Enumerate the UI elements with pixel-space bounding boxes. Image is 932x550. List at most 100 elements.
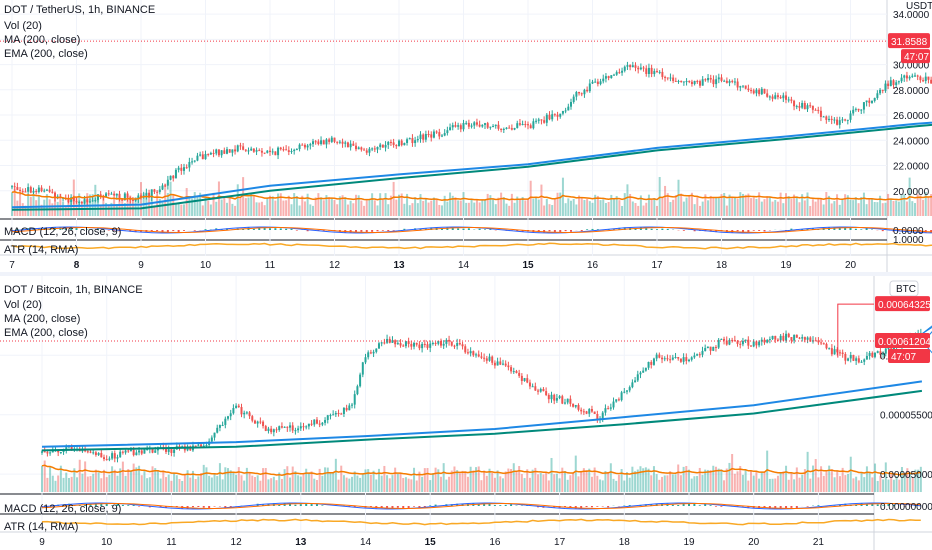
candle-body bbox=[736, 81, 739, 88]
candle-body bbox=[693, 355, 696, 358]
macd-histogram-bar bbox=[451, 227, 454, 230]
macd-histogram-bar bbox=[763, 230, 766, 232]
candle-body bbox=[758, 341, 761, 346]
volume-bar bbox=[205, 467, 208, 492]
candle-body bbox=[418, 344, 421, 349]
candle-body bbox=[352, 143, 355, 146]
macd-histogram-bar bbox=[380, 506, 383, 508]
volume-bar bbox=[906, 468, 909, 492]
candle-body bbox=[820, 342, 823, 344]
candle-body bbox=[561, 111, 564, 114]
candle-body bbox=[197, 444, 200, 446]
currency-button[interactable]: BTC bbox=[889, 280, 919, 297]
volume-bar bbox=[48, 199, 51, 216]
volume-bar bbox=[105, 477, 108, 492]
candle-body bbox=[46, 452, 49, 454]
candle-body bbox=[731, 339, 734, 341]
macd-histogram-bar bbox=[16, 228, 19, 230]
candle-body bbox=[537, 119, 540, 121]
candle-body bbox=[860, 361, 863, 363]
volume-bar bbox=[407, 478, 410, 492]
volume-bar bbox=[679, 475, 682, 492]
candle-body bbox=[363, 149, 366, 151]
macd-histogram-bar bbox=[596, 506, 599, 507]
volume-bar bbox=[652, 466, 655, 492]
candle-body bbox=[164, 185, 167, 187]
volume-bar bbox=[617, 474, 620, 492]
time-tick-label: 15 bbox=[425, 537, 437, 548]
time-tick-label: 11 bbox=[265, 260, 276, 271]
macd-histogram-bar bbox=[865, 504, 868, 506]
volume-bar bbox=[475, 467, 478, 492]
candle-body bbox=[647, 67, 650, 74]
candle-body bbox=[174, 169, 177, 179]
candle-body bbox=[596, 414, 599, 420]
candle-body bbox=[470, 125, 473, 127]
volume-bar bbox=[661, 197, 664, 216]
volume-bar bbox=[712, 197, 715, 216]
volume-bar bbox=[477, 466, 480, 492]
volume-bar bbox=[524, 200, 527, 216]
volume-bar bbox=[170, 480, 173, 492]
macd-histogram-bar bbox=[849, 227, 852, 230]
candle-body bbox=[645, 68, 648, 74]
volume-bar bbox=[448, 476, 451, 492]
candle-body bbox=[121, 451, 124, 453]
candle-body bbox=[430, 134, 433, 138]
macd-indicator bbox=[41, 502, 922, 510]
volume-bar bbox=[750, 471, 753, 492]
candle-body bbox=[868, 352, 871, 356]
candle-body bbox=[400, 140, 403, 146]
volume-bar bbox=[376, 205, 379, 216]
candle-body bbox=[293, 149, 296, 152]
candle-body bbox=[227, 416, 230, 419]
candle-body bbox=[480, 356, 483, 358]
macd-histogram-bar bbox=[736, 230, 739, 232]
candle-body bbox=[666, 77, 669, 79]
volume-bar bbox=[895, 200, 898, 216]
candle-body bbox=[437, 340, 440, 344]
volume-bar bbox=[553, 474, 556, 492]
volume-bar bbox=[900, 194, 903, 216]
candle-body bbox=[717, 77, 720, 80]
currency-button-frame[interactable] bbox=[889, 280, 919, 297]
volume-bar bbox=[213, 474, 216, 492]
macd-histogram-bar bbox=[285, 228, 288, 230]
volume-bar bbox=[295, 196, 298, 216]
volume-bar bbox=[779, 473, 782, 492]
macd-histogram-bar bbox=[41, 506, 43, 507]
candle-body bbox=[328, 139, 331, 142]
macd-histogram-bar bbox=[118, 230, 121, 232]
candle-body bbox=[320, 140, 323, 145]
volume-bar bbox=[274, 200, 277, 216]
candle-body bbox=[846, 119, 849, 121]
candle-body bbox=[669, 359, 672, 361]
volume-bar bbox=[607, 471, 610, 492]
candle-body bbox=[65, 447, 68, 451]
candle-body bbox=[91, 200, 94, 202]
macd-tick-label: 1.0000 bbox=[893, 235, 924, 246]
candle-body bbox=[369, 352, 372, 354]
candle-body bbox=[613, 74, 615, 76]
candle-body bbox=[849, 354, 852, 359]
volume-bar bbox=[43, 460, 46, 492]
volume-bar bbox=[717, 468, 720, 492]
macd-histogram-bar bbox=[478, 228, 481, 230]
candle-body bbox=[895, 82, 898, 86]
volume-bar bbox=[240, 475, 243, 492]
volume-bar bbox=[35, 200, 38, 216]
candle-body bbox=[502, 128, 505, 130]
volume-bar bbox=[406, 193, 409, 216]
candle-body bbox=[793, 100, 796, 107]
candle-body bbox=[566, 398, 569, 403]
candle-body bbox=[803, 337, 806, 340]
candle-body bbox=[930, 79, 932, 84]
volume-bar bbox=[854, 197, 857, 216]
candle-body bbox=[720, 77, 723, 81]
volume-bar bbox=[167, 474, 170, 492]
candle-body bbox=[275, 429, 278, 431]
candle-body bbox=[266, 150, 269, 153]
volume-bar bbox=[92, 473, 95, 492]
candle-body bbox=[376, 147, 379, 150]
